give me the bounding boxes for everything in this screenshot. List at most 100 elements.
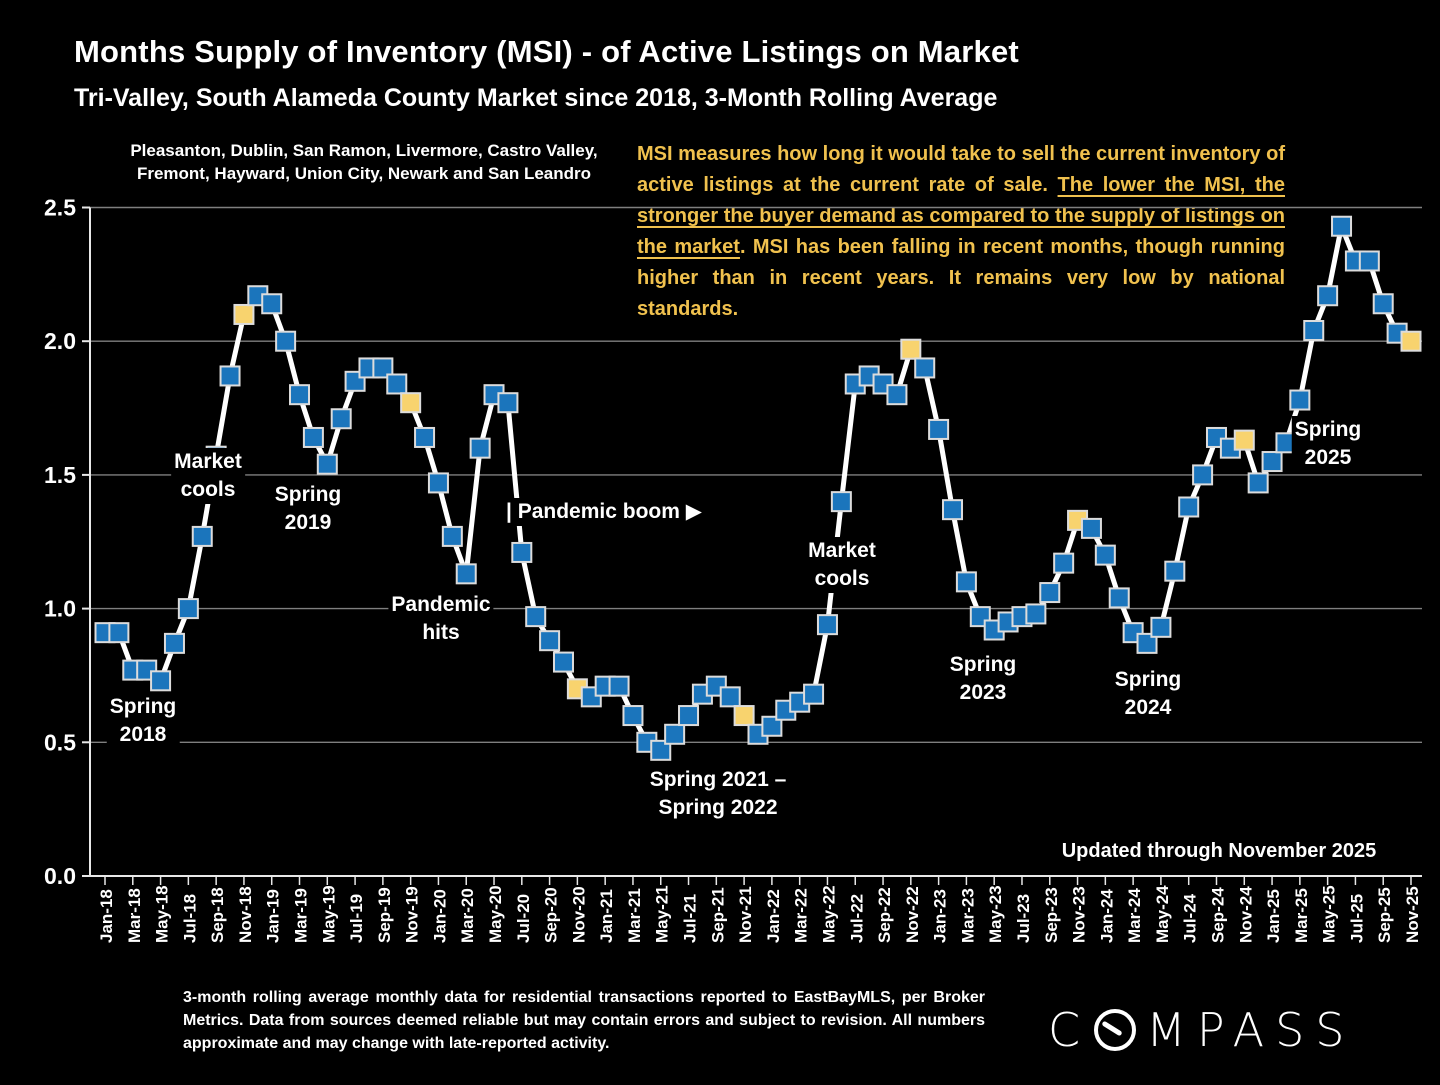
chart-annotation-line: | Pandemic boom ▶ (506, 500, 702, 523)
x-axis-label: Sep-21 (708, 887, 727, 943)
x-axis-label: Sep-19 (375, 887, 394, 943)
x-axis-label: Sep-20 (542, 887, 561, 943)
data-point-marker (900, 338, 922, 360)
x-axis-label: Jul-19 (347, 894, 366, 943)
chart-annotation-line: Spring (949, 653, 1017, 676)
y-axis-label: 0.0 (44, 863, 76, 889)
data-point-marker (1400, 330, 1422, 352)
chart-annotation-line: Market (174, 450, 242, 473)
chart-annotation-line: Spring 2021 – (649, 768, 787, 791)
x-axis-label: Jan-19 (264, 889, 283, 943)
data-point-marker (316, 453, 338, 475)
chart-annotation: Spring 2024 (1111, 666, 1185, 722)
x-axis-label: Jan-20 (430, 889, 449, 943)
data-point-marker (525, 606, 547, 628)
data-point-marker (497, 392, 519, 414)
chart-annotation-line: cools (180, 478, 236, 501)
x-axis-label: Sep-18 (208, 887, 227, 943)
chart-annotation-line: Spring (274, 483, 342, 506)
data-point-marker (1178, 496, 1200, 518)
chart-annotation: Spring 2019 (271, 481, 345, 537)
x-axis-label: Sep-22 (875, 887, 894, 943)
data-point-marker (886, 384, 908, 406)
x-axis-label: Jan-21 (597, 889, 616, 943)
x-axis-label: Jan-24 (1097, 889, 1116, 943)
data-point-marker (1289, 389, 1311, 411)
data-point-marker (219, 365, 241, 387)
x-axis-label: May-22 (819, 885, 838, 943)
x-axis-label: May-24 (1153, 885, 1172, 943)
data-point-marker (1080, 517, 1102, 539)
chart-annotation-line: Market (808, 539, 876, 562)
page-title: Months Supply of Inventory (MSI) - of Ac… (74, 34, 1019, 69)
data-point-marker (261, 293, 283, 315)
data-point-marker (163, 632, 185, 654)
data-point-marker (441, 525, 463, 547)
chart-annotation-line: cools (814, 567, 870, 590)
data-point-marker (177, 598, 199, 620)
data-point-marker (455, 563, 477, 585)
data-point-marker (803, 683, 825, 705)
x-axis-label: Jul-22 (847, 894, 866, 943)
data-point-marker (914, 357, 936, 379)
data-point-marker (150, 670, 172, 692)
x-axis-label: Jul-25 (1347, 894, 1366, 943)
chart-annotation-line: hits (422, 621, 460, 644)
chart-annotation: Pandemic hits (388, 591, 494, 647)
data-point-marker (830, 491, 852, 513)
data-point-marker (1233, 429, 1255, 451)
x-axis-label: Jan-22 (764, 889, 783, 943)
data-point-marker (1261, 451, 1283, 473)
chart-annotation: Spring 2018 (106, 693, 180, 749)
data-point-marker (330, 408, 352, 430)
y-axis-label: 2.0 (44, 328, 76, 354)
x-axis-label: Mar-21 (625, 888, 644, 943)
region-note-line2: Fremont, Hayward, Union City, Newark and… (136, 164, 592, 183)
data-point-marker (427, 472, 449, 494)
y-axis-label: 1.0 (44, 596, 76, 622)
x-axis-label: Jan-18 (97, 889, 116, 943)
region-note-line1: Pleasanton, Dublin, San Ramon, Livermore… (130, 141, 598, 160)
chart-annotation: | Pandemic boom ▶ (503, 498, 705, 526)
data-point-marker (928, 418, 950, 440)
chart-annotation: Spring 2025 (1291, 416, 1365, 472)
data-point-marker (1039, 582, 1061, 604)
x-axis-label: May-23 (986, 885, 1005, 943)
x-axis-label: Nov-22 (903, 886, 922, 943)
x-axis-label: Mar-19 (292, 888, 311, 943)
data-point-marker (608, 675, 630, 697)
page-subtitle: Tri-Valley, South Alameda County Market … (74, 84, 998, 112)
data-point-marker (1372, 293, 1394, 315)
x-axis-label: Mar-22 (792, 888, 811, 943)
data-point-marker (302, 426, 324, 448)
y-axis-label: 2.5 (44, 195, 76, 221)
data-point-marker (289, 384, 311, 406)
compass-logo: C MPASS (1048, 1003, 1355, 1057)
x-axis-label: Nov-20 (569, 886, 588, 943)
x-axis-label: Sep-23 (1042, 887, 1061, 943)
x-axis-label: Jul-20 (514, 894, 533, 943)
data-point-marker (1358, 250, 1380, 272)
y-axis-label: 1.5 (44, 462, 76, 488)
x-axis-label: Nov-21 (736, 886, 755, 943)
chart-annotation-line: Spring (1294, 418, 1362, 441)
chart-annotation-line: Spring (109, 695, 177, 718)
footer-disclaimer: 3-month rolling average monthly data for… (183, 989, 985, 1052)
chart-annotation-line: Spring 2022 (658, 796, 778, 819)
chart-annotation-line: Pandemic (391, 593, 491, 616)
x-axis-label: Nov-23 (1070, 886, 1089, 943)
compass-logo-letter-c: C (1048, 1003, 1092, 1057)
data-point-marker (372, 357, 394, 379)
compass-logo-letters: MPASS (1146, 1003, 1356, 1057)
data-point-marker (1192, 464, 1214, 486)
data-point-marker (733, 705, 755, 727)
data-point-marker (386, 373, 408, 395)
data-point-marker (400, 392, 422, 414)
y-axis-label: 0.5 (44, 729, 76, 755)
data-point-marker (1317, 285, 1339, 307)
data-point-marker (1164, 560, 1186, 582)
x-axis-label: Jan-25 (1264, 889, 1283, 943)
data-point-marker (1094, 544, 1116, 566)
x-axis-label: May-21 (653, 885, 672, 943)
x-axis-label: Mar-18 (125, 888, 144, 943)
